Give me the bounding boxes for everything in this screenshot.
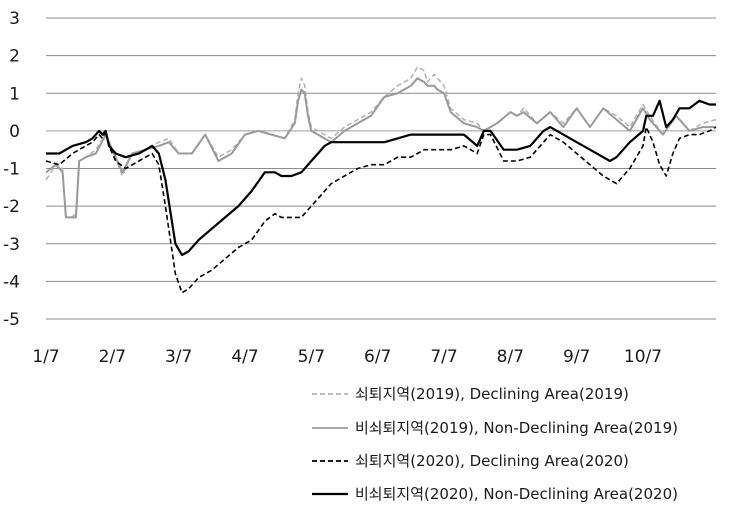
- x-tick-label: 5/7: [298, 347, 325, 367]
- x-tick-label: 6/7: [364, 347, 391, 367]
- series-line-3: [45, 126, 717, 294]
- x-tick-label: 8/7: [497, 347, 524, 367]
- y-tick-label: 3: [9, 9, 20, 29]
- x-tick-label: 1/7: [32, 347, 59, 367]
- series-lines: [45, 66, 717, 294]
- legend: 쇠퇴지역(2019), Declining Area(2019) 비쇠퇴지역(20…: [312, 385, 678, 503]
- y-tick-label: 2: [9, 47, 20, 67]
- y-tick-label: -5: [3, 310, 20, 330]
- legend-label: 쇠퇴지역(2019), Declining Area(2019): [355, 385, 629, 403]
- legend-label: 쇠퇴지역(2020), Declining Area(2020): [355, 452, 629, 470]
- x-tick-label: 10/7: [624, 347, 662, 367]
- gridlines: [46, 17, 716, 320]
- x-tick-label: 4/7: [231, 347, 258, 367]
- series-line-2: [45, 77, 716, 219]
- legend-label: 비쇠퇴지역(2019), Non-Declining Area(2019): [355, 419, 678, 437]
- x-tick-label: 9/7: [563, 347, 590, 367]
- legend-label: 비쇠퇴지역(2020), Non-Declining Area(2020): [355, 485, 678, 503]
- x-tick-label: 2/7: [99, 347, 126, 367]
- y-tick-label: -1: [3, 160, 20, 180]
- y-axis-tick-labels: 3 2 1 0 -1 -2 -3 -4 -5: [3, 9, 20, 330]
- series-line-4: [46, 99, 716, 257]
- y-tick-label: -2: [3, 197, 20, 217]
- x-tick-label: 3/7: [165, 347, 192, 367]
- y-tick-label: 0: [9, 122, 20, 142]
- x-tick-label: 7/7: [430, 347, 457, 367]
- y-tick-label: 1: [9, 84, 20, 104]
- y-tick-label: -4: [3, 272, 20, 292]
- x-axis-tick-labels: 1/7 2/7 3/7 4/7 5/7 6/7 7/7 8/7 9/7 10/7: [32, 347, 662, 367]
- y-tick-label: -3: [3, 235, 20, 255]
